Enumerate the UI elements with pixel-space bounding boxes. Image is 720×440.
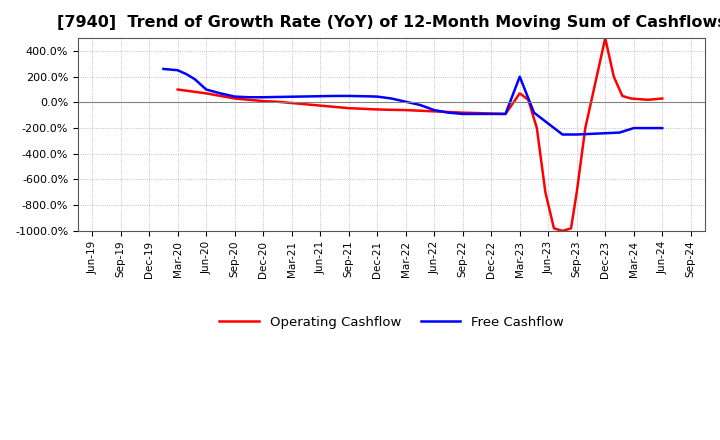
Line: Operating Cashflow: Operating Cashflow <box>178 38 662 231</box>
Operating Cashflow <box>287 100 296 106</box>
Free Cashflow <box>430 107 438 113</box>
Operating Cashflow <box>644 97 652 103</box>
Free Cashflow <box>287 94 296 99</box>
Free Cashflow <box>216 91 225 96</box>
Operating Cashflow <box>635 96 644 102</box>
Free Cashflow <box>516 74 524 79</box>
Legend: Operating Cashflow, Free Cashflow: Operating Cashflow, Free Cashflow <box>214 311 569 334</box>
Free Cashflow <box>615 130 624 135</box>
Operating Cashflow <box>359 106 367 111</box>
Free Cashflow <box>658 125 667 131</box>
Free Cashflow <box>558 132 567 137</box>
Line: Free Cashflow: Free Cashflow <box>163 69 662 135</box>
Operating Cashflow <box>487 111 495 116</box>
Free Cashflow <box>174 68 182 73</box>
Free Cashflow <box>373 94 382 99</box>
Free Cashflow <box>330 93 339 99</box>
Free Cashflow <box>601 131 610 136</box>
Free Cashflow <box>530 110 539 115</box>
Operating Cashflow <box>174 87 182 92</box>
Operating Cashflow <box>430 109 438 114</box>
Free Cashflow <box>472 111 481 117</box>
Free Cashflow <box>230 94 239 99</box>
Operating Cashflow <box>472 110 481 116</box>
Free Cashflow <box>202 87 210 92</box>
Free Cashflow <box>316 94 325 99</box>
Operating Cashflow <box>415 108 424 114</box>
Operating Cashflow <box>549 226 558 231</box>
Operating Cashflow <box>541 190 549 195</box>
Free Cashflow <box>459 111 467 117</box>
Free Cashflow <box>587 131 595 136</box>
Operating Cashflow <box>501 111 510 117</box>
Operating Cashflow <box>344 106 353 111</box>
Free Cashflow <box>344 93 353 99</box>
Free Cashflow <box>245 95 253 100</box>
Operating Cashflow <box>516 91 524 96</box>
Operating Cashflow <box>618 93 626 99</box>
Operating Cashflow <box>601 36 610 41</box>
Operating Cashflow <box>202 91 210 96</box>
Free Cashflow <box>487 111 495 117</box>
Free Cashflow <box>259 95 268 100</box>
Operating Cashflow <box>188 89 197 94</box>
Operating Cashflow <box>330 104 339 110</box>
Operating Cashflow <box>590 87 598 92</box>
Free Cashflow <box>444 110 453 115</box>
Free Cashflow <box>159 66 168 72</box>
Operating Cashflow <box>567 226 575 231</box>
Operating Cashflow <box>626 96 635 101</box>
Operating Cashflow <box>524 97 533 103</box>
Operating Cashflow <box>245 97 253 103</box>
Free Cashflow <box>629 125 638 131</box>
Operating Cashflow <box>609 74 618 79</box>
Operating Cashflow <box>230 96 239 101</box>
Free Cashflow <box>415 103 424 108</box>
Operating Cashflow <box>533 125 541 131</box>
Operating Cashflow <box>402 107 410 113</box>
Title: [7940]  Trend of Growth Rate (YoY) of 12-Month Moving Sum of Cashflows: [7940] Trend of Growth Rate (YoY) of 12-… <box>57 15 720 30</box>
Free Cashflow <box>387 96 396 101</box>
Operating Cashflow <box>572 190 581 195</box>
Free Cashflow <box>182 71 191 77</box>
Operating Cashflow <box>558 228 567 234</box>
Operating Cashflow <box>373 107 382 112</box>
Operating Cashflow <box>581 125 590 131</box>
Free Cashflow <box>544 121 552 126</box>
Free Cashflow <box>191 77 199 82</box>
Free Cashflow <box>402 99 410 104</box>
Operating Cashflow <box>259 99 268 104</box>
Operating Cashflow <box>273 99 282 104</box>
Free Cashflow <box>302 94 310 99</box>
Operating Cashflow <box>316 103 325 108</box>
Operating Cashflow <box>302 102 310 107</box>
Operating Cashflow <box>459 110 467 115</box>
Operating Cashflow <box>658 96 667 101</box>
Operating Cashflow <box>387 107 396 113</box>
Operating Cashflow <box>444 110 453 115</box>
Operating Cashflow <box>216 93 225 99</box>
Free Cashflow <box>501 111 510 117</box>
Free Cashflow <box>644 125 652 131</box>
Free Cashflow <box>273 94 282 99</box>
Free Cashflow <box>572 132 581 137</box>
Free Cashflow <box>359 94 367 99</box>
